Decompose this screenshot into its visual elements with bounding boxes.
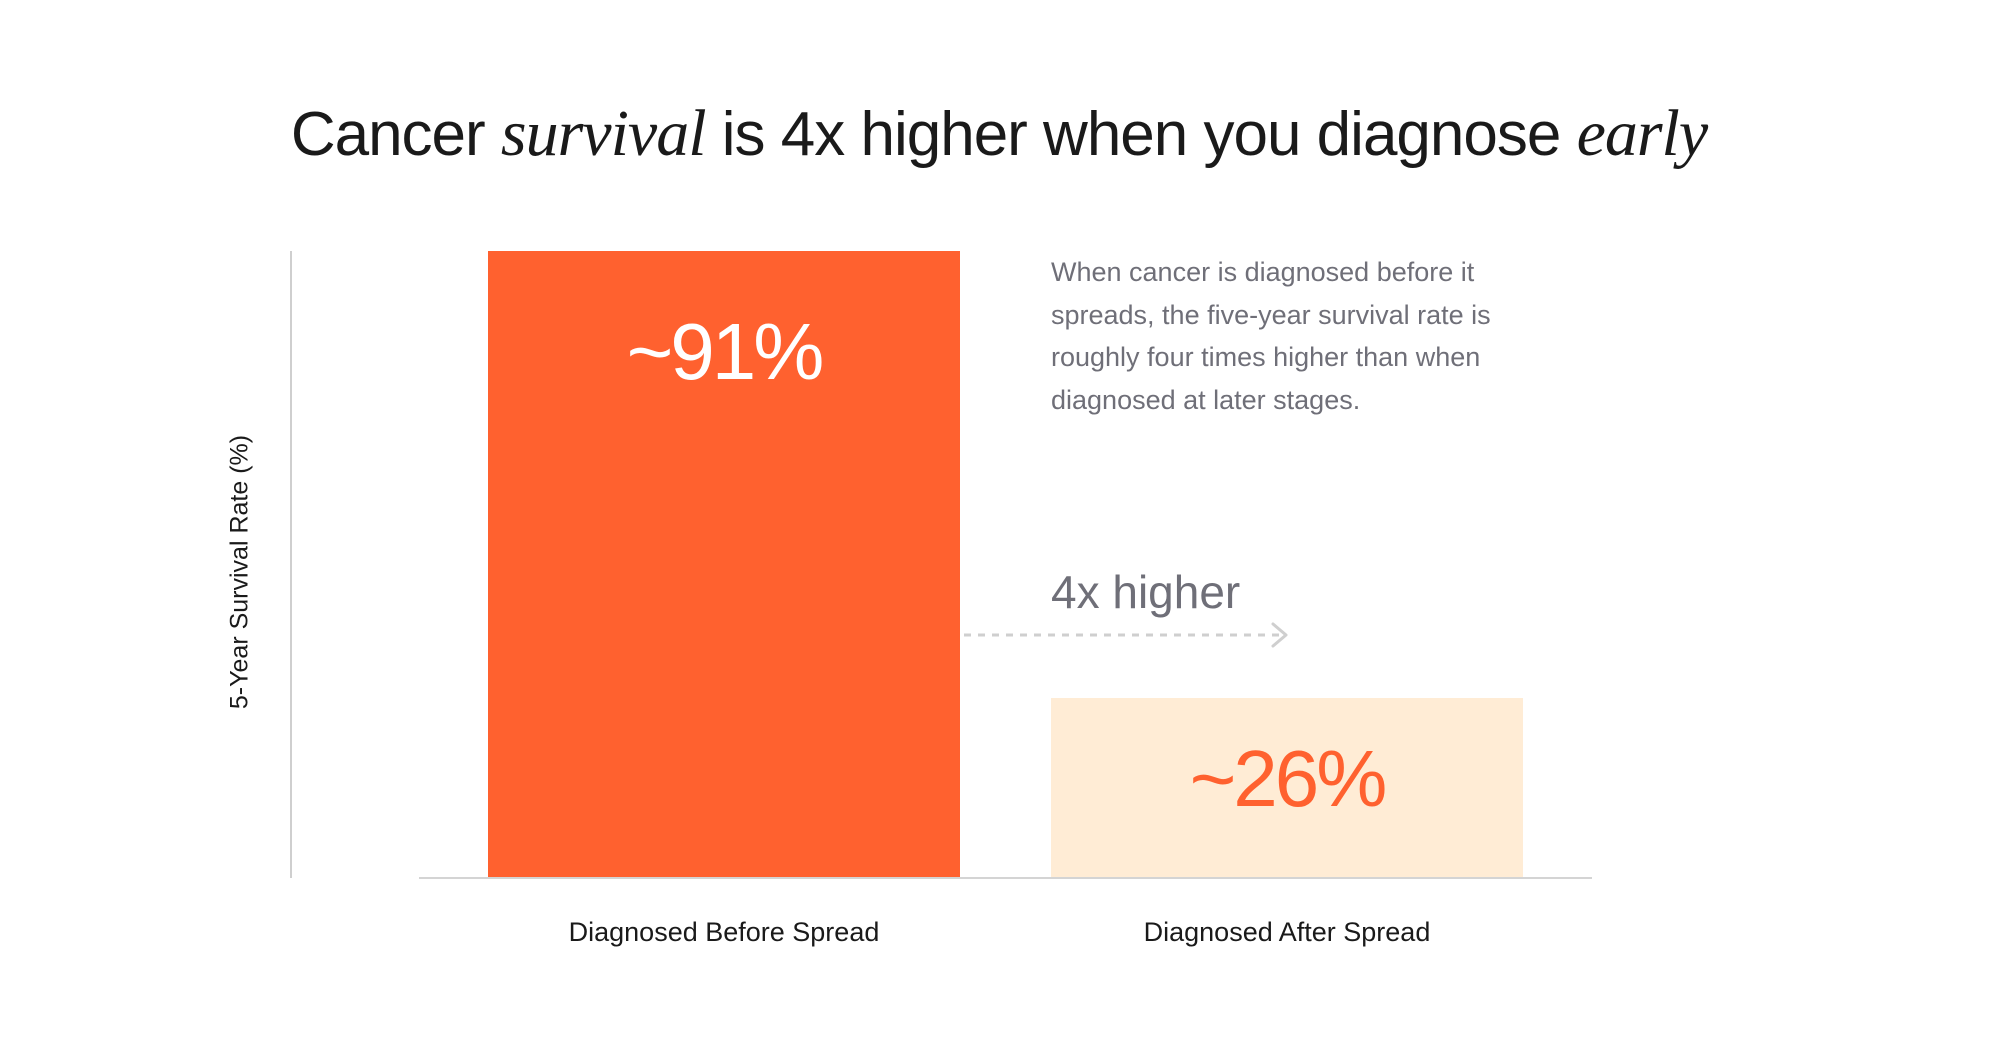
x-axis-baseline <box>419 877 1592 879</box>
bar-value-after-spread: ~26% <box>1189 734 1388 823</box>
y-axis-label: 5-Year Survival Rate (%) <box>225 434 254 710</box>
bar-after-spread: ~26% <box>1051 698 1523 877</box>
title-emphasis-survival: survival <box>500 97 707 170</box>
annotation-label: 4x higher <box>1051 566 1241 618</box>
title-emphasis-early: early <box>1576 97 1709 170</box>
bar-before-spread: ~91% <box>488 251 960 877</box>
category-label-after-spread: Diagnosed After Spread <box>1143 917 1431 947</box>
bar-value-before-spread: ~91% <box>626 307 825 396</box>
dashed-arrow <box>964 622 1288 648</box>
description-text: When cancer is diagnosed before it sprea… <box>1051 257 1491 415</box>
title-text-1: Cancer <box>290 100 501 169</box>
y-axis-line <box>290 251 292 878</box>
arrow-head-icon <box>1271 622 1288 648</box>
chart-title: Cancer survival is 4x higher when you di… <box>0 96 1998 172</box>
title-text-2: is 4x higher when you diagnose <box>705 100 1577 169</box>
category-label-before-spread: Diagnosed Before Spread <box>568 917 880 947</box>
